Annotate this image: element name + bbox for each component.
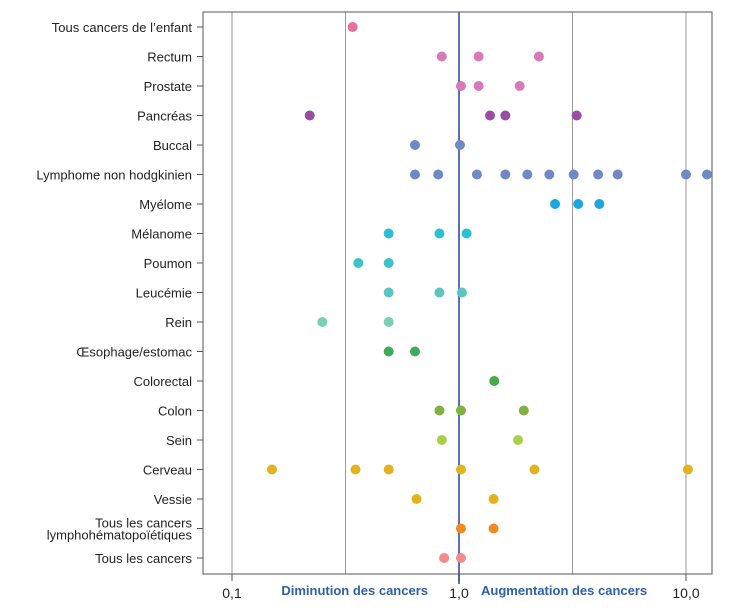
data-point — [304, 110, 315, 121]
category-label: Cerveau — [143, 463, 192, 478]
data-point — [410, 169, 421, 180]
category-label: Buccal — [153, 138, 192, 153]
annotation-decrease: Diminution des cancers — [281, 583, 428, 598]
data-point — [485, 110, 496, 121]
category-label: Lymphome non hodgkinien — [36, 168, 192, 183]
x-tick-label: 10,0 — [672, 585, 699, 601]
data-point — [513, 435, 524, 445]
data-point — [612, 169, 623, 180]
data-point — [455, 523, 466, 534]
data-point — [682, 464, 693, 475]
data-point — [522, 169, 533, 180]
data-point — [410, 140, 421, 150]
data-point — [471, 169, 482, 180]
data-point — [455, 81, 466, 91]
data-point — [488, 523, 499, 534]
data-point — [571, 110, 582, 121]
data-point — [544, 169, 555, 180]
data-point — [410, 346, 421, 357]
data-point — [488, 494, 499, 504]
category-label: Rein — [165, 315, 192, 330]
data-point — [434, 287, 445, 298]
x-axis-ticks: 0,1 1,0 10,0 — [222, 574, 700, 601]
data-point — [434, 228, 445, 239]
data-point — [350, 464, 361, 475]
data-point — [347, 22, 358, 32]
category-labels: Tous cancers de l’enfant Rectum Prostate Pa… — [36, 20, 192, 566]
data-point — [383, 464, 394, 475]
data-point — [455, 405, 466, 416]
data-points — [266, 22, 712, 563]
data-point — [383, 346, 394, 357]
category-label: Myélome — [139, 197, 192, 212]
category-label: Tous les cancers lymphohématopoïétiques — [47, 516, 193, 543]
category-label: Sein — [166, 433, 192, 448]
data-point — [436, 51, 447, 62]
category-label: Rectum — [147, 50, 192, 65]
data-point — [568, 169, 579, 180]
data-point — [411, 494, 422, 504]
data-point — [436, 435, 447, 445]
annotation-increase: Augmentation des cancers — [481, 583, 647, 598]
data-point — [533, 51, 544, 62]
data-point — [594, 199, 605, 209]
data-point — [439, 553, 450, 563]
grid-lines — [231, 12, 687, 574]
data-point — [383, 228, 394, 239]
category-label: Colorectal — [133, 374, 192, 389]
data-point — [473, 51, 484, 62]
data-point — [518, 405, 529, 416]
data-point — [573, 199, 584, 209]
data-point — [681, 169, 691, 180]
data-point — [593, 169, 604, 180]
category-label: Prostate — [144, 79, 192, 94]
category-label: Leucémie — [136, 286, 192, 301]
category-ticks — [197, 26, 203, 559]
data-point — [455, 464, 466, 475]
data-point — [383, 258, 394, 268]
data-point — [454, 140, 465, 150]
category-label: Vessie — [154, 492, 192, 507]
data-point — [353, 258, 364, 268]
category-label: Tous cancers de l’enfant — [52, 20, 193, 35]
data-point — [433, 169, 444, 180]
x-tick-label: 1,0 — [449, 585, 469, 601]
data-point — [529, 464, 540, 475]
data-point — [455, 553, 466, 563]
data-point — [473, 81, 484, 91]
data-point — [266, 464, 277, 475]
data-point — [702, 169, 712, 180]
data-point — [461, 228, 472, 239]
data-point — [434, 405, 445, 416]
data-point — [500, 110, 511, 121]
x-tick-label: 0,1 — [222, 585, 242, 601]
category-label: Colon — [158, 404, 192, 419]
category-label: Poumon — [144, 256, 192, 271]
category-label: Mélanome — [131, 227, 192, 242]
category-label: Œsophage/estomac — [76, 345, 192, 360]
data-point — [550, 199, 561, 209]
data-point — [500, 169, 511, 180]
data-point — [383, 317, 394, 327]
data-point — [383, 287, 394, 298]
data-point — [456, 287, 467, 298]
data-point — [317, 317, 328, 327]
category-label: Pancréas — [137, 109, 192, 124]
category-label: Tous les cancers — [95, 551, 192, 566]
data-point — [514, 81, 525, 91]
data-point — [489, 376, 500, 386]
